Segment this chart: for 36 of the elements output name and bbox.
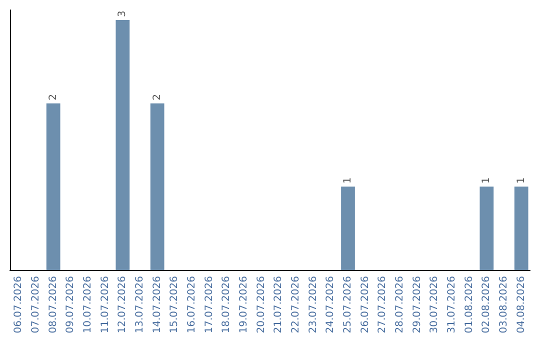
x-tick-label: 24.07.2026: [325, 276, 336, 334]
data-label: 1: [516, 177, 527, 184]
x-tick-label: 13.07.2026: [134, 276, 146, 334]
x-tick-label: 21.07.2026: [273, 276, 284, 334]
x-tick-label: 29.07.2026: [412, 276, 423, 334]
data-label: 2: [48, 94, 59, 100]
x-tick-label: 19.07.2026: [238, 276, 250, 334]
x-tick-label: 06.07.2026: [13, 276, 24, 334]
data-label: 3: [117, 10, 128, 17]
x-tick-label: 23.07.2026: [308, 276, 319, 334]
x-tick-label: 26.07.2026: [360, 276, 371, 334]
x-tick-label: 25.07.2026: [342, 276, 354, 334]
x-tick-label: 30.07.2026: [429, 276, 440, 334]
data-label: 1: [481, 177, 492, 184]
x-tick-label: 15.07.2026: [169, 276, 180, 334]
x-tick-label: 11.07.2026: [100, 276, 111, 334]
x-tick-label: 16.07.2026: [186, 276, 198, 334]
data-label: 1: [342, 177, 354, 184]
x-tick-label: 12.07.2026: [117, 276, 128, 334]
x-tick-label: 02.08.2026: [481, 276, 492, 334]
x-tick-label: 01.08.2026: [464, 276, 475, 334]
x-tick-label: 18.07.2026: [221, 276, 232, 334]
x-tick-label: 10.07.2026: [82, 276, 94, 334]
x-tick-label: 28.07.2026: [394, 276, 406, 334]
x-tick-label: 04.08.2026: [516, 276, 527, 334]
x-tick-label: 31.07.2026: [446, 276, 458, 334]
x-tick-label: 20.07.2026: [256, 276, 267, 334]
x-tick-label: 22.07.2026: [290, 276, 302, 334]
x-tick-label: 17.07.2026: [204, 276, 215, 334]
x-tick-label: 14.07.2026: [152, 276, 163, 334]
x-tick-label: 03.08.2026: [498, 276, 510, 334]
x-tick-label: 08.07.2026: [48, 276, 59, 334]
x-tick-label: 09.07.2026: [65, 276, 76, 334]
data-label: 2: [152, 94, 163, 100]
x-tick-label: 07.07.2026: [30, 276, 42, 334]
x-tick-label: 27.07.2026: [377, 276, 388, 334]
